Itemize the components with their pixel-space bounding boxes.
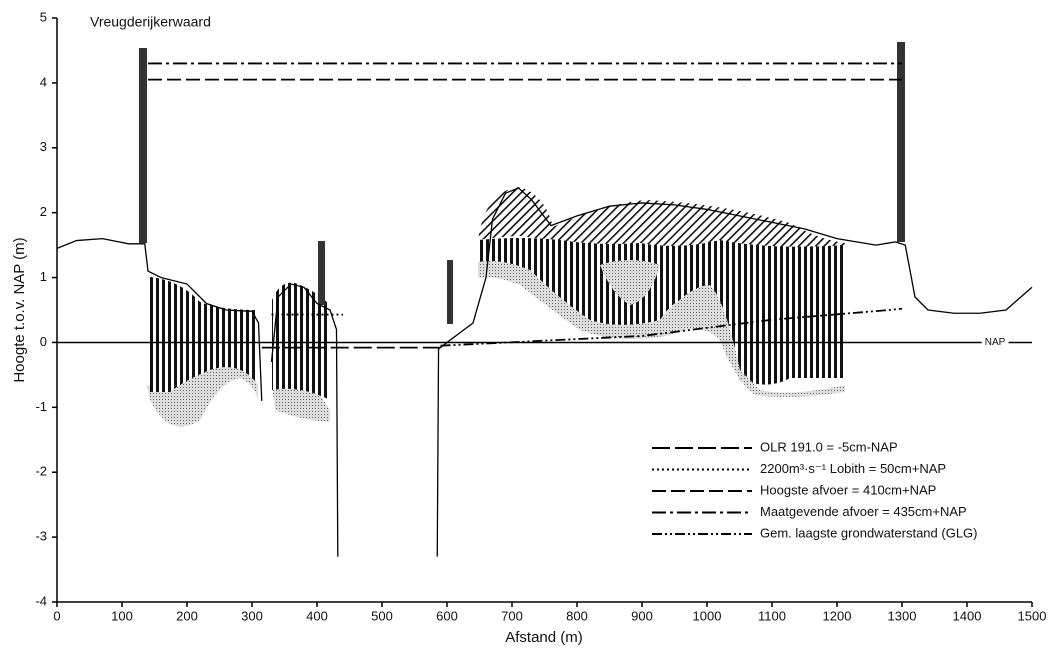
x-tick-label: 400 (306, 608, 328, 623)
y-tick-label: -3 (35, 529, 47, 544)
x-tick-label: 500 (371, 608, 393, 623)
topsoil-layer (478, 187, 845, 258)
x-tick-label: 1200 (823, 608, 852, 623)
x-tick-label: 200 (176, 608, 198, 623)
sand-layer (478, 261, 845, 397)
dike (447, 260, 453, 324)
x-tick-label: 100 (111, 608, 133, 623)
legend-label: 2200m³·s⁻¹ Lobith = 50cm+NAP (760, 461, 946, 476)
x-tick-label: 900 (631, 608, 653, 623)
x-tick-label: 1400 (953, 608, 982, 623)
y-tick-label: 3 (40, 139, 47, 154)
chart-title: Vreugderijkerwaard (90, 14, 211, 30)
legend-label: Gem. laagste grondwaterstand (GLG) (760, 525, 978, 540)
x-axis-title: Afstand (m) (505, 629, 583, 646)
x-tick-label: 1500 (1018, 608, 1047, 623)
dike (139, 48, 147, 243)
y-tick-label: 1 (40, 269, 47, 284)
y-tick-label: -1 (35, 399, 47, 414)
soil-layers (147, 187, 845, 427)
y-tick-label: 5 (40, 9, 47, 24)
clay-layer (150, 277, 258, 392)
nap-label: NAP (985, 337, 1006, 348)
sand-pocket (600, 260, 660, 305)
y-axis-title: Hoogte t.o.v. NAP (m) (11, 237, 28, 382)
clay-layer (272, 282, 330, 400)
x-tick-label: 600 (436, 608, 458, 623)
y-tick-label: 0 (40, 334, 47, 349)
x-tick-label: 700 (501, 608, 523, 623)
clay-layer (478, 238, 845, 385)
sand-layer (147, 364, 258, 427)
y-tick-label: -2 (35, 464, 47, 479)
legend-label: Hoogste afvoer = 410cm+NAP (760, 482, 936, 497)
x-tick-label: 1000 (693, 608, 722, 623)
dike (318, 241, 325, 305)
y-tick-label: 4 (40, 74, 47, 89)
dike (897, 42, 905, 242)
x-tick-label: 300 (241, 608, 263, 623)
legend-label: OLR 191.0 = -5cm-NAP (760, 439, 898, 454)
dikes (139, 42, 905, 324)
x-tick-label: 800 (566, 608, 588, 623)
y-tick-label: 2 (40, 204, 47, 219)
legend-label: Maatgevende afvoer = 435cm+NAP (760, 504, 967, 519)
x-tick-label: 1100 (758, 608, 786, 623)
y-tick-label: -4 (35, 593, 47, 608)
nap-label-bg (981, 337, 1009, 349)
x-tick-label: 1300 (888, 608, 917, 623)
x-tick-label: 0 (53, 608, 60, 623)
series-line (56, 187, 1033, 557)
series-line (440, 307, 903, 347)
